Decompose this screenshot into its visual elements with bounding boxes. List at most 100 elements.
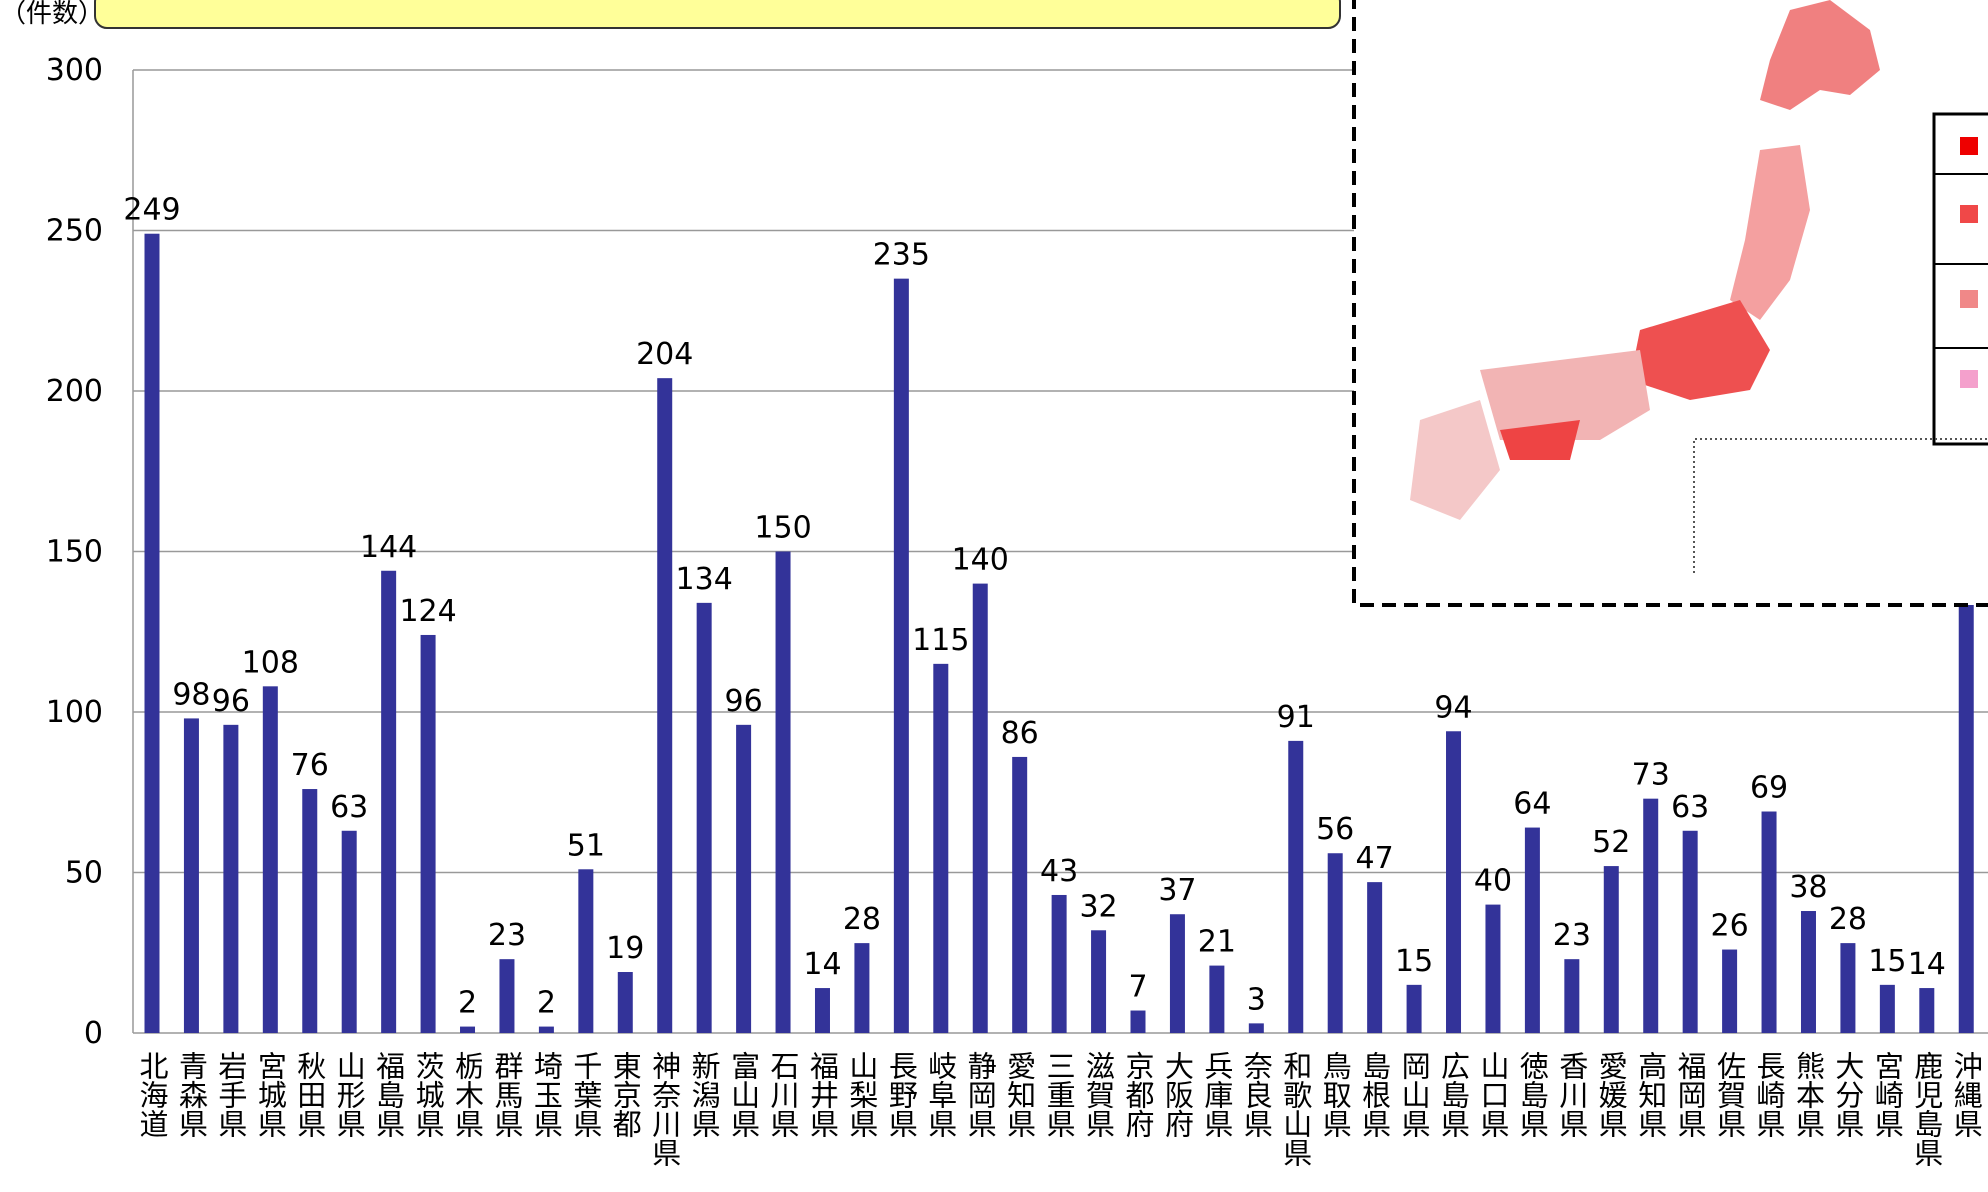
bar — [499, 959, 515, 1033]
x-tick-label: 山形県 — [332, 1051, 366, 1138]
x-tick-label: 青森県 — [174, 1051, 208, 1138]
bar — [657, 378, 673, 1033]
bar — [775, 551, 791, 1033]
bar — [814, 988, 830, 1033]
x-tick-label: 千葉県 — [569, 1051, 603, 1138]
data-label: 98 — [172, 677, 210, 712]
x-tick-label: 大阪府 — [1160, 1051, 1194, 1138]
x-tick-label: 福島県 — [372, 1051, 406, 1138]
bar — [1840, 943, 1856, 1033]
bar — [617, 972, 633, 1033]
y-tick-label: 300 — [46, 53, 103, 88]
bar — [1958, 580, 1974, 1033]
bar — [933, 663, 949, 1033]
data-label: 43 — [1040, 854, 1078, 889]
x-tick-label: 岐阜県 — [924, 1051, 958, 1138]
x-tick-label: 和歌山県 — [1279, 1051, 1313, 1167]
bar — [893, 278, 909, 1033]
data-label: 40 — [1474, 864, 1512, 899]
data-label: 28 — [1829, 902, 1867, 937]
x-tick-label: 宮崎県 — [1870, 1051, 1904, 1138]
bar — [144, 233, 160, 1033]
x-tick-label: 熊本県 — [1791, 1051, 1825, 1138]
bar — [1682, 830, 1698, 1033]
map-inset — [1352, 0, 1988, 607]
x-tick-label: 三重県 — [1042, 1051, 1076, 1138]
data-label: 56 — [1316, 812, 1354, 847]
bar — [854, 943, 870, 1033]
data-label: 26 — [1711, 909, 1749, 944]
data-label: 144 — [360, 530, 417, 565]
data-label: 23 — [1553, 918, 1591, 953]
bar — [1446, 731, 1462, 1033]
x-tick-label: 山梨県 — [845, 1051, 879, 1138]
map-region — [1500, 420, 1580, 460]
data-label: 86 — [1001, 716, 1039, 751]
y-tick-label: 150 — [46, 535, 103, 570]
x-tick-label: 高知県 — [1634, 1051, 1668, 1138]
map-region — [1630, 300, 1770, 400]
x-tick-label: 滋賀県 — [1082, 1051, 1116, 1138]
data-label: 124 — [399, 594, 456, 629]
x-tick-label: 兵庫県 — [1200, 1051, 1234, 1138]
data-label: 76 — [291, 748, 329, 783]
map-region — [1410, 400, 1500, 520]
data-label: 108 — [242, 645, 299, 680]
data-label: 69 — [1750, 771, 1788, 806]
bar — [538, 1026, 554, 1033]
x-tick-label: 埼玉県 — [529, 1051, 563, 1138]
x-tick-label: 大分県 — [1831, 1051, 1865, 1138]
bar — [1169, 914, 1185, 1033]
y-axis-label: （件数） — [0, 0, 104, 29]
bar — [1603, 866, 1619, 1033]
bar — [302, 789, 318, 1033]
data-label: 7 — [1128, 970, 1147, 1005]
data-label: 204 — [636, 337, 693, 372]
data-label: 235 — [873, 238, 930, 273]
y-tick-label: 0 — [84, 1016, 103, 1051]
x-tick-label: 広島県 — [1437, 1051, 1471, 1138]
data-label: 14 — [803, 947, 841, 982]
bar — [381, 570, 397, 1033]
bar — [223, 724, 239, 1033]
bar — [1761, 811, 1777, 1033]
bar — [736, 724, 752, 1033]
data-label: 94 — [1434, 690, 1472, 725]
y-tick-label: 250 — [46, 214, 103, 249]
x-tick-label: 鹿児島県 — [1910, 1051, 1944, 1167]
data-label: 37 — [1158, 873, 1196, 908]
data-label: 51 — [567, 828, 605, 863]
data-label: 28 — [843, 902, 881, 937]
bar — [1091, 930, 1107, 1033]
data-label: 64 — [1513, 787, 1551, 822]
bar — [341, 830, 357, 1033]
x-tick-label: 愛媛県 — [1594, 1051, 1628, 1138]
x-tick-label: 岩手県 — [214, 1051, 248, 1138]
bar — [972, 583, 988, 1033]
legend-swatch — [1960, 290, 1978, 308]
x-tick-label: 奈良県 — [1239, 1051, 1273, 1138]
x-tick-label: 島根県 — [1358, 1051, 1392, 1138]
bar — [1327, 853, 1343, 1033]
x-tick-label: 神奈川県 — [648, 1051, 682, 1167]
x-tick-label: 群馬県 — [490, 1051, 524, 1138]
x-tick-label: 北海道 — [135, 1051, 169, 1138]
bar — [1367, 882, 1383, 1033]
bar — [183, 718, 199, 1033]
data-label: 134 — [676, 562, 733, 597]
bar — [420, 634, 436, 1033]
data-label: 96 — [212, 684, 250, 719]
bar — [1012, 756, 1028, 1033]
map-region — [1480, 350, 1650, 440]
legend-swatch — [1960, 137, 1978, 155]
data-label: 63 — [330, 790, 368, 825]
bar — [1485, 904, 1501, 1033]
inset-guide — [1693, 438, 1988, 573]
bar — [460, 1026, 476, 1033]
x-tick-label: 鳥取県 — [1318, 1051, 1352, 1138]
data-label: 115 — [912, 623, 969, 658]
x-tick-label: 徳島県 — [1515, 1051, 1549, 1138]
x-tick-label: 長野県 — [884, 1051, 918, 1138]
